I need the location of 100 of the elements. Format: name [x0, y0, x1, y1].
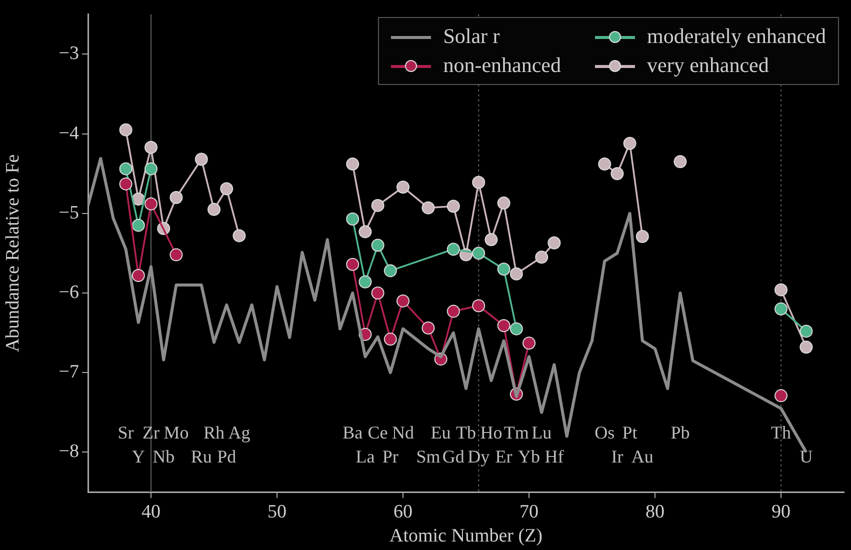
point [610, 167, 624, 180]
point [800, 324, 813, 338]
point [472, 299, 486, 312]
point [346, 212, 360, 226]
point [132, 268, 145, 282]
annotation: Ir [611, 446, 624, 467]
annotation: Au [631, 446, 654, 467]
point [422, 201, 435, 214]
point [800, 340, 813, 354]
point [484, 233, 498, 246]
point [132, 218, 145, 232]
annotation: Eu [430, 422, 451, 443]
annotation: Ho [480, 422, 502, 443]
point [384, 332, 397, 346]
point [522, 336, 536, 350]
x-tick-label: 40 [142, 501, 160, 522]
y-tick-label: −6 [58, 282, 79, 303]
legend-label: very enhanced [647, 53, 769, 78]
legend-label: non-enhanced [443, 53, 561, 78]
point [472, 176, 486, 189]
point [232, 229, 246, 242]
annotation: Ag [228, 422, 250, 443]
point [472, 246, 486, 260]
annotation: U [800, 446, 813, 467]
point [144, 140, 158, 154]
annotation: Rh [203, 422, 225, 443]
annotation: Ru [190, 446, 212, 467]
point [119, 177, 132, 190]
point [422, 322, 435, 335]
point [170, 190, 183, 204]
y-tick-label: −8 [58, 441, 79, 462]
point [144, 162, 158, 176]
point [497, 196, 510, 210]
x-axis-title: Atomic Number (Z) [389, 526, 543, 547]
annotation: Ce [368, 422, 388, 443]
point [194, 152, 208, 166]
annotation: Pt [622, 422, 638, 443]
point [208, 202, 220, 216]
annotation: Gd [442, 446, 464, 467]
annotation: Lu [532, 422, 552, 443]
point [774, 302, 788, 316]
annotation: Sr [118, 422, 134, 443]
y-tick-label: −4 [58, 122, 80, 144]
point [358, 225, 372, 238]
point [371, 198, 384, 212]
point [144, 197, 158, 210]
point [346, 158, 360, 171]
annotation: Pb [670, 422, 690, 443]
annotation: Y [132, 446, 145, 467]
annotation: Zr [142, 422, 160, 443]
point [384, 264, 397, 278]
y-tick-label: −3 [58, 43, 79, 64]
point [674, 155, 687, 168]
annotation: Er [495, 446, 512, 467]
point [119, 123, 132, 136]
legend-label: moderately enhanced [647, 24, 826, 49]
annotation: Nd [392, 422, 414, 443]
annotation: Mo [164, 422, 189, 443]
annotation: Th [771, 422, 791, 443]
annotation: Sm [416, 446, 440, 467]
point [220, 182, 234, 196]
point [497, 262, 510, 276]
point [510, 322, 523, 336]
y-tick-label: −7 [58, 362, 79, 383]
point [396, 180, 410, 194]
y-axis-title: Abundance Relative to Fe [2, 154, 24, 352]
point [358, 275, 372, 288]
point [774, 283, 788, 296]
annotation: Dy [468, 446, 490, 467]
point [396, 294, 410, 308]
annotation: Pd [217, 446, 236, 467]
point [119, 162, 132, 176]
annotation: Tb [456, 422, 476, 443]
point [170, 248, 183, 262]
point [636, 230, 649, 243]
x-tick-label: 70 [520, 501, 538, 522]
annotation: Ba [342, 422, 363, 443]
point [623, 136, 636, 150]
x-tick-label: 80 [646, 501, 664, 522]
x-tick-label: 50 [268, 501, 286, 522]
point [497, 319, 510, 332]
annotation: La [356, 446, 375, 467]
point [346, 258, 360, 271]
point [371, 286, 384, 300]
annotation: Tm [504, 422, 529, 443]
point [598, 158, 612, 171]
x-tick-label: 60 [394, 501, 412, 522]
point [371, 238, 384, 252]
point [548, 236, 561, 250]
annotation: Hf [544, 446, 564, 467]
point [510, 267, 523, 280]
point [774, 389, 788, 402]
x-tick-label: 90 [772, 501, 790, 522]
annotation: Os [594, 422, 615, 443]
point [446, 304, 460, 318]
y-tick-label: −5 [58, 202, 79, 224]
annotation: Nb [152, 446, 175, 467]
point [535, 250, 548, 264]
annotation: Yb [518, 446, 540, 467]
point [446, 242, 460, 256]
